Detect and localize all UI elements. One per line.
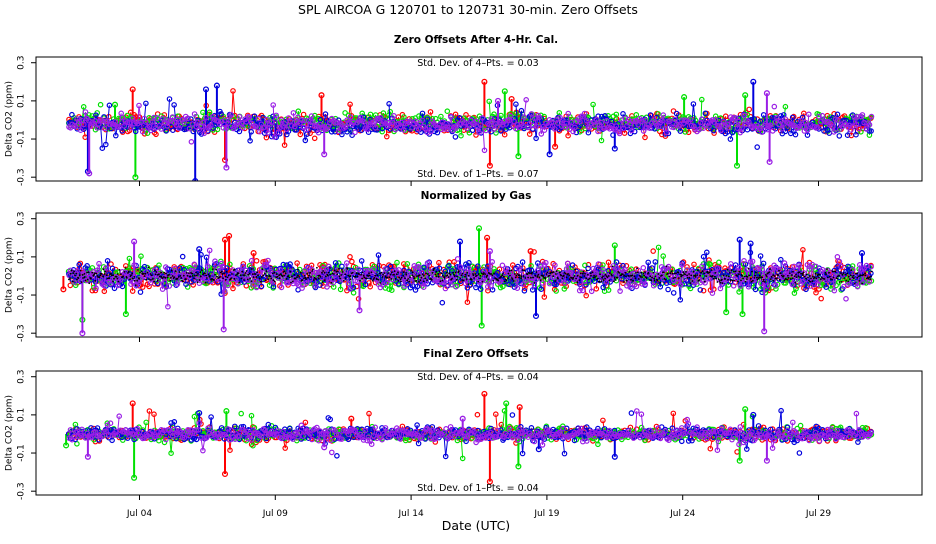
panel-title: Zero Offsets After 4-Hr. Cal. xyxy=(394,34,558,46)
data-point xyxy=(651,249,655,253)
data-point xyxy=(755,145,759,149)
chart-panel: Zero Offsets After 4-Hr. Cal. -0.3 -0.1 0.1… xyxy=(5,34,923,186)
data-point xyxy=(772,104,776,108)
data-point xyxy=(445,109,449,113)
series-blue xyxy=(67,79,873,183)
data-point xyxy=(98,103,102,107)
series-segment xyxy=(233,91,235,116)
points-layer xyxy=(67,79,874,183)
data-point xyxy=(313,136,317,140)
data-point xyxy=(747,107,751,111)
series-segment xyxy=(255,126,256,127)
series-segment xyxy=(588,127,589,128)
series-segment xyxy=(543,125,544,126)
series-segment xyxy=(709,264,710,265)
data-point xyxy=(350,259,354,263)
y-axis-label: Delta CO2 (ppm) xyxy=(5,81,15,157)
series-segment xyxy=(69,127,71,128)
x-axis-title: Date (UTC) xyxy=(442,518,510,533)
data-point xyxy=(353,130,357,134)
data-point xyxy=(138,290,142,294)
data-point xyxy=(189,140,193,144)
panel-title: Normalized by Gas xyxy=(421,190,532,202)
annotation-top: Std. Dev. of 4–Pts. = 0.03 xyxy=(417,58,538,69)
data-point xyxy=(254,259,258,263)
series-segment xyxy=(248,117,249,118)
figure-title: SPL AIRCOA G 120701 to 120731 30-min. Ze… xyxy=(298,2,638,17)
data-point xyxy=(819,296,823,300)
annotation-bottom: Std. Dev. of 1–Pts. = 0.07 xyxy=(417,169,538,180)
y-tick-label: -0.3 xyxy=(17,168,27,186)
series-segment xyxy=(473,123,474,124)
data-point xyxy=(181,254,185,258)
series-segment xyxy=(409,121,410,122)
data-point xyxy=(453,135,457,139)
points-layer xyxy=(61,226,874,336)
series-segment xyxy=(816,127,817,128)
series-green xyxy=(67,89,874,180)
data-point xyxy=(348,255,352,259)
y-tick-label: 0.3 xyxy=(17,56,27,70)
y-tick-label: -0.1 xyxy=(17,130,27,148)
data-point xyxy=(470,128,474,132)
data-point xyxy=(837,134,841,138)
y-tick-label: 0.1 xyxy=(17,94,27,108)
